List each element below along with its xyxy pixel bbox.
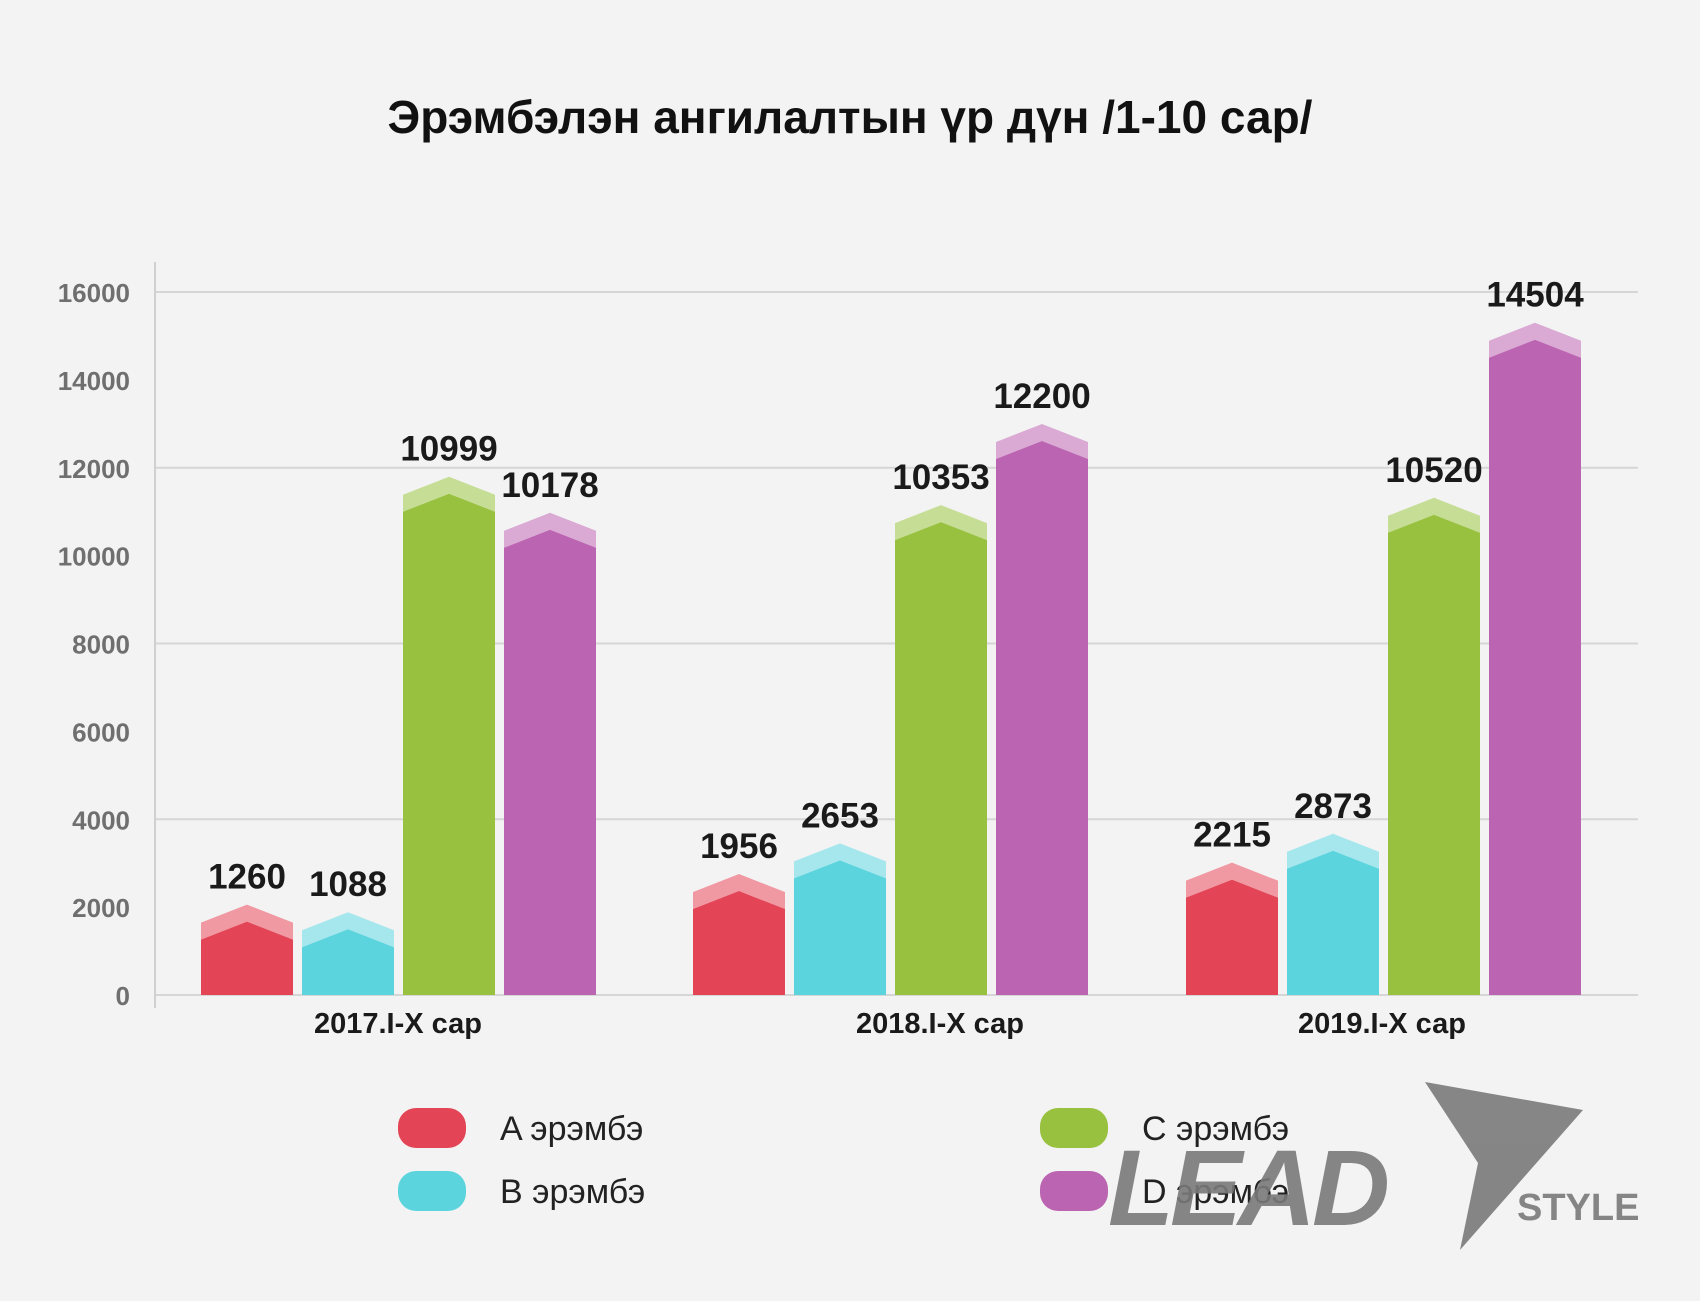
bar xyxy=(794,860,886,995)
bar-cap xyxy=(1489,322,1581,358)
bar xyxy=(1186,879,1278,995)
legend: A эрэмбэ B эрэмбэ C эрэмбэ D эрэмбэ xyxy=(398,1108,1289,1211)
data-label: 1956 xyxy=(700,827,778,866)
data-label: 1260 xyxy=(208,858,286,897)
y-tick-label: 14000 xyxy=(58,366,130,396)
y-tick-label: 6000 xyxy=(72,717,130,747)
bar xyxy=(693,891,785,995)
data-label: 12200 xyxy=(993,377,1090,416)
data-label: 14504 xyxy=(1486,276,1584,315)
bar xyxy=(1287,850,1379,995)
legend-swatch xyxy=(398,1171,466,1211)
bar-cap xyxy=(895,505,987,541)
data-label: 10999 xyxy=(400,430,497,469)
bar-cap xyxy=(403,476,495,512)
bar xyxy=(302,929,394,995)
y-tick-label: 4000 xyxy=(72,805,130,835)
legend-label: C эрэмбэ xyxy=(1142,1110,1289,1148)
bar-cap xyxy=(201,904,293,940)
bar-cap xyxy=(693,874,785,910)
bar-cap xyxy=(1388,497,1480,533)
bar xyxy=(1489,339,1581,996)
logo-wing-shape xyxy=(1425,1082,1583,1250)
bar xyxy=(996,440,1088,995)
data-label: 10178 xyxy=(501,466,598,505)
bar xyxy=(1388,514,1480,995)
y-tick-label: 10000 xyxy=(58,542,130,572)
lead-style-logo: LEAD STYLE xyxy=(1108,1082,1639,1250)
bar xyxy=(895,522,987,995)
bars-layer xyxy=(201,322,1581,996)
bar xyxy=(504,529,596,995)
bar-cap xyxy=(1287,833,1379,869)
bar xyxy=(201,921,293,995)
x-category-label: 2018.I-X сар xyxy=(856,1008,1024,1040)
y-tick-label: 0 xyxy=(116,981,130,1011)
chart-title: Эрэмбэлэн ангилалтын үр дүн /1-10 сар/ xyxy=(388,91,1313,143)
y-tick-label: 12000 xyxy=(58,454,130,484)
logo-subtext: STYLE xyxy=(1517,1187,1639,1229)
legend-swatch xyxy=(1040,1108,1108,1148)
legend-label: A эрэмбэ xyxy=(500,1110,643,1148)
legend-label: B эрэмбэ xyxy=(500,1173,645,1211)
bar-cap xyxy=(794,843,886,879)
x-category-label: 2017.I-X сар xyxy=(314,1008,482,1040)
legend-swatch xyxy=(1040,1171,1108,1211)
y-tick-label: 16000 xyxy=(58,278,130,308)
data-label: 10353 xyxy=(892,458,989,497)
y-tick-label: 2000 xyxy=(72,893,130,923)
logo-wordmark: LEAD xyxy=(1108,1127,1387,1248)
bar xyxy=(403,493,495,995)
bar-cap xyxy=(996,423,1088,459)
data-label: 2873 xyxy=(1294,787,1372,826)
bar-cap xyxy=(504,512,596,548)
data-label: 2215 xyxy=(1193,816,1271,855)
data-label: 10520 xyxy=(1385,451,1482,490)
legend-swatch xyxy=(398,1108,466,1148)
bar-cap xyxy=(302,912,394,948)
data-label: 2653 xyxy=(801,796,879,835)
y-tick-label: 8000 xyxy=(72,630,130,660)
legend-label: D эрэмбэ xyxy=(1142,1173,1289,1211)
x-category-label: 2019.I-X сар xyxy=(1298,1008,1466,1040)
bar-cap xyxy=(1186,862,1278,898)
data-label: 1088 xyxy=(309,865,387,904)
